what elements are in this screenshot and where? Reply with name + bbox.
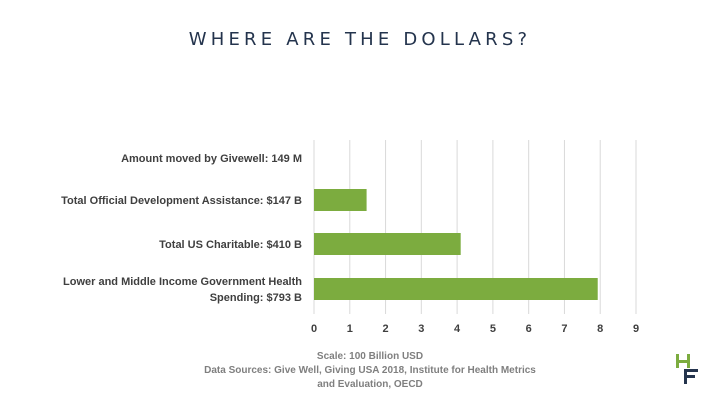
x-tick-label-7: 7 [561,323,567,335]
x-tick-label-4: 4 [454,323,461,335]
x-tick-label-8: 8 [597,323,603,335]
x-tick-label-2: 2 [382,323,388,335]
category-label-0-line-0: Amount moved by Givewell: 149 M [121,153,302,165]
category-label-3-line-0: Lower and Middle Income Government Healt… [63,276,302,288]
x-tick-label-9: 9 [633,323,639,335]
category-label-3-line-1: Spending: $793 B [210,292,302,304]
chart-footer: Scale: 100 Billion USD Data Sources: Giv… [140,350,600,392]
bar-3 [314,278,598,300]
category-label-2-line-0: Total US Charitable: $410 B [159,239,302,251]
x-tick-label-0: 0 [311,323,317,335]
category-label-1-line-0: Total Official Development Assistance: $… [61,195,302,207]
scale-note: Scale: 100 Billion USD [316,351,424,362]
page-title: WHERE ARE THE DOLLARS? [188,29,532,50]
x-tick-label-5: 5 [490,323,496,335]
hf-logo-icon [676,354,698,384]
x-tick-label-1: 1 [347,323,353,335]
x-tick-label-3: 3 [418,323,424,335]
x-tick-label-6: 6 [526,323,532,335]
bar-2 [314,233,461,255]
bar-1 [314,189,367,211]
bar-chart: 0 1 2 3 4 5 6 7 8 9 Amount moved by Givewell: 149 … [61,140,639,335]
sources-line-1: Data Sources: Give Well, Giving USA 2018… [204,365,536,376]
sources-line-2: and Evaluation, OECD [317,379,423,390]
